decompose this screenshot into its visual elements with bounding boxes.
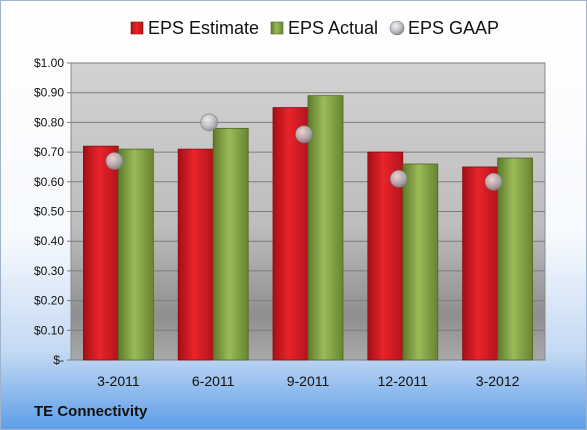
y-tick-label: $0.70 — [34, 145, 64, 159]
y-tick-label: $0.80 — [34, 115, 64, 129]
bar-eps-estimate — [462, 166, 499, 361]
legend-label: EPS GAAP — [408, 18, 499, 38]
x-category-label: 9-2011 — [287, 373, 330, 389]
point-eps-gaap — [484, 173, 503, 191]
bar-eps-estimate — [83, 145, 119, 361]
point-eps-gaap — [105, 152, 124, 170]
legend-swatch — [130, 21, 144, 35]
y-tick-label: $0.90 — [34, 86, 64, 100]
y-tick-label: $1.00 — [34, 56, 64, 70]
point-eps-gaap — [389, 170, 408, 188]
y-tick-label: $0.10 — [34, 323, 64, 337]
bar-eps-estimate — [177, 148, 214, 361]
point-eps-gaap — [200, 113, 218, 132]
bar-series — [83, 95, 534, 361]
x-category-label: 6-2011 — [192, 373, 235, 389]
legend-label: EPS Actual — [288, 18, 378, 38]
x-category-label: 12-2011 — [378, 373, 429, 389]
bar-eps-estimate — [272, 107, 309, 361]
bar-eps-actual — [307, 95, 344, 361]
x-category-label: 3-2012 — [476, 373, 520, 389]
legend-swatch — [389, 20, 405, 36]
y-tick-label: $- — [53, 353, 64, 367]
bar-eps-actual — [497, 157, 534, 361]
y-tick-label: $0.40 — [34, 234, 64, 248]
point-eps-gaap — [295, 125, 313, 144]
x-category-label: 3-2011 — [97, 373, 140, 389]
x-axis-categories: 3-2011 6-2011 9-2011 12-2011 3-2012 — [97, 373, 519, 389]
bar-eps-actual — [402, 163, 439, 361]
gaap-points — [105, 113, 503, 191]
legend-label: EPS Estimate — [148, 18, 259, 38]
bar-eps-actual — [118, 148, 154, 361]
y-tick-label: $0.50 — [34, 205, 64, 219]
y-tick-label: $0.30 — [34, 264, 64, 278]
legend: EPS Estimate EPS Actual EPS GAAP — [130, 18, 499, 38]
legend-swatch — [270, 21, 284, 35]
y-tick-label: $0.20 — [34, 294, 64, 308]
y-tick-label: $0.60 — [34, 175, 64, 189]
company-name: TE Connectivity — [34, 403, 148, 420]
bar-eps-actual — [212, 127, 249, 361]
y-axis-ticks: $- $0.10 $0.20 $0.30 $0.40 $0.50 $0.60 $0.70 $0.… — [34, 56, 71, 367]
